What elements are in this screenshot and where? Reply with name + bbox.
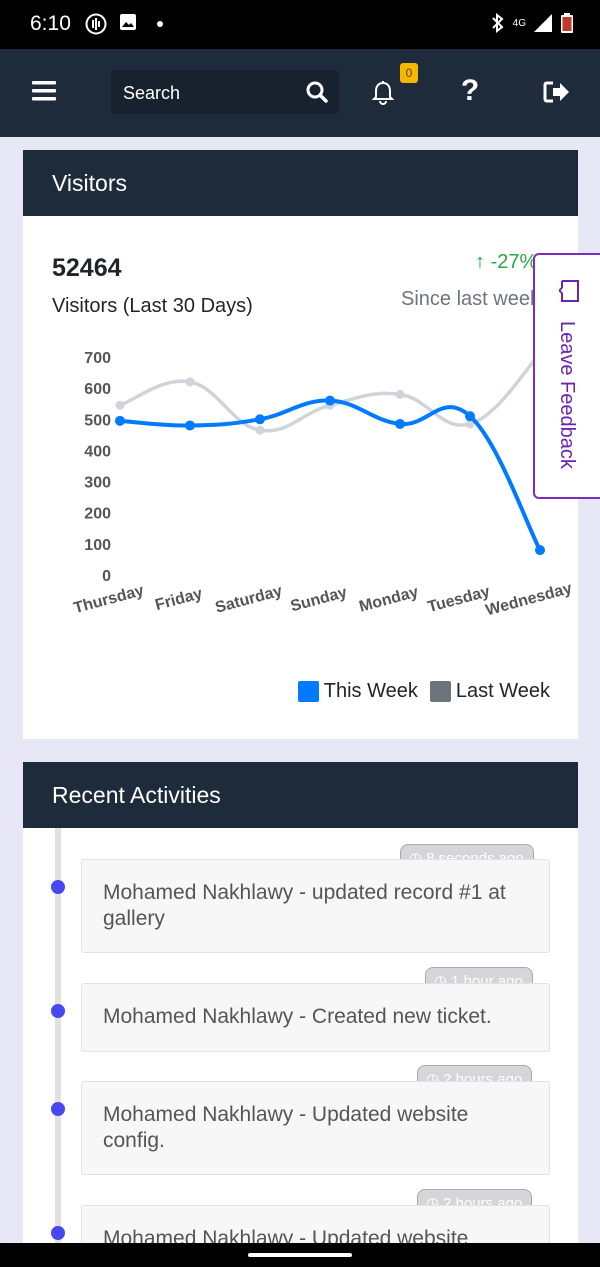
x-tick-label: Wednesday <box>484 580 574 619</box>
x-tick-label: Thursday <box>72 582 146 617</box>
arrow-up-icon: ↑ <box>475 251 485 273</box>
y-tick-label: 500 <box>84 412 111 429</box>
data-point-last-week <box>465 419 475 429</box>
signal-icon <box>534 14 552 32</box>
search-box[interactable]: Search <box>111 70 339 114</box>
activity-item[interactable]: Mohamed Nakhlawy - Created new ticket. <box>81 983 550 1052</box>
visitors-body: 52464 Visitors (Last 30 Days) ↑ -27% Sin… <box>23 150 578 739</box>
home-gesture-pill[interactable] <box>248 1253 352 1257</box>
search-icon[interactable] <box>305 80 329 104</box>
y-tick-label: 0 <box>102 568 111 585</box>
app-header: Search 0 ? <box>0 49 600 137</box>
battery-icon <box>561 13 573 33</box>
notification-badge: 0 <box>400 63 418 83</box>
x-tick-label: Sunday <box>289 584 349 615</box>
timeline-dot <box>51 1226 65 1240</box>
leave-feedback-label[interactable]: Leave Feedback <box>556 321 578 469</box>
podcast-icon <box>85 13 107 35</box>
visitors-chart: 0 100 200 300 400 500 600 700 Thursday Friday Satu… <box>72 349 574 619</box>
data-point-this-week <box>255 414 265 425</box>
data-point-this-week <box>325 395 335 406</box>
y-tick-label: 200 <box>84 506 111 523</box>
legend-swatch-last-week <box>429 681 451 702</box>
image-icon <box>120 14 136 30</box>
legend-label-last-week: Last Week <box>455 680 550 702</box>
activity-item[interactable]: Mohamed Nakhlawy - Updated website confi… <box>81 1081 550 1175</box>
recent-activities-title: Recent Activities <box>23 762 578 828</box>
x-tick-label: Tuesday <box>426 583 492 616</box>
legend-item-this-week[interactable]: This Week <box>297 680 418 703</box>
legend-label-this-week: This Week <box>323 680 418 702</box>
visitors-change: ↑ -27% <box>475 251 537 274</box>
bluetooth-icon <box>491 13 504 33</box>
timeline-line <box>55 828 61 1252</box>
timeline-dot <box>51 1102 65 1116</box>
data-point-this-week <box>395 418 405 429</box>
x-tick-label: Monday <box>357 584 420 616</box>
chart-legend: This Week Last Week <box>286 680 550 703</box>
recent-activities-card: Recent Activities ◷8 seconds ago Mohamed… <box>23 762 578 1252</box>
data-point-last-week <box>255 425 265 435</box>
status-bar: 6:10 4G <box>0 0 600 49</box>
y-tick-label: 600 <box>84 381 111 398</box>
legend-swatch-this-week <box>297 681 319 702</box>
menu-icon[interactable] <box>32 80 56 102</box>
x-tick-label: Saturday <box>214 583 285 617</box>
y-tick-label: 700 <box>84 350 111 367</box>
data-point-this-week <box>185 420 195 431</box>
series-line-this-week <box>119 398 542 552</box>
data-point-last-week <box>115 400 125 410</box>
y-tick-label: 100 <box>84 537 111 554</box>
data-point-this-week <box>115 415 125 426</box>
logout-icon[interactable] <box>543 79 571 105</box>
search-input[interactable]: Search <box>123 83 181 103</box>
legend-item-last-week[interactable]: Last Week <box>429 680 550 703</box>
bell-icon[interactable] <box>371 80 395 106</box>
series-line-last-week <box>119 352 542 433</box>
y-tick-label: 300 <box>84 475 111 492</box>
status-time: 6:10 <box>30 12 71 35</box>
timeline-dot <box>51 880 65 894</box>
data-point-last-week <box>185 377 195 387</box>
data-point-last-week <box>395 389 405 399</box>
dot-icon <box>157 21 163 27</box>
help-button[interactable]: ? <box>460 74 480 107</box>
data-point-this-week <box>535 545 545 556</box>
y-tick-label: 400 <box>84 443 111 460</box>
activity-item[interactable]: Mohamed Nakhlawy - updated record #1 at … <box>81 859 550 953</box>
leave-feedback-tab[interactable]: Leave Feedback <box>533 253 600 499</box>
visitors-change-value: -27% <box>490 251 538 273</box>
system-nav-bar <box>0 1243 600 1267</box>
network-type: 4G <box>512 17 526 29</box>
visitors-total: 52464 <box>52 254 122 282</box>
visitors-title: Visitors <box>23 150 578 216</box>
visitors-change-label: Since last week <box>401 288 540 310</box>
x-tick-label: Friday <box>153 585 204 614</box>
visitors-card: Visitors 52464 Visitors (Last 30 Days) ↑… <box>23 150 578 739</box>
feedback-icon <box>559 280 579 302</box>
data-point-this-week <box>465 411 475 422</box>
visitors-subtitle: Visitors (Last 30 Days) <box>52 295 253 317</box>
timeline-dot <box>51 1004 65 1018</box>
